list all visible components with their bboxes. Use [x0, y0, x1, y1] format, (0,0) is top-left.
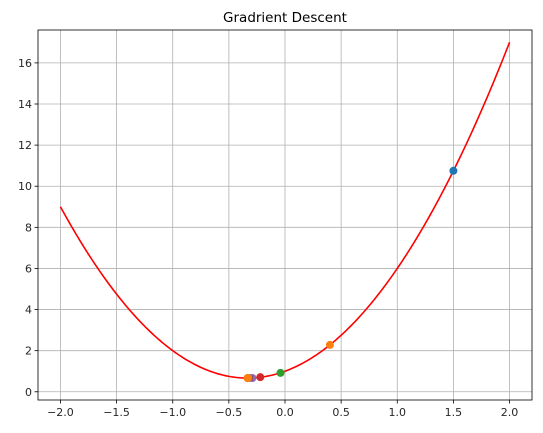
- descent-point: [256, 373, 265, 382]
- x-tick-label: 0.0: [276, 406, 294, 419]
- axes: −2.0 −1.5 −1.0 −0.5 0.0 0.5 1.0 1.5 2.0 0 2 4 6 8 10 12…: [18, 29, 533, 419]
- y-tick-label: 2: [25, 345, 32, 358]
- points-layer: [243, 166, 458, 383]
- x-tick-label: 1.5: [445, 406, 463, 419]
- chart-title: Gradrient Descent: [223, 10, 347, 26]
- y-tick-label: 6: [25, 262, 32, 275]
- y-tick-label: 10: [18, 180, 32, 193]
- x-tick-label: −0.5: [216, 406, 243, 419]
- descent-point: [276, 368, 285, 377]
- descent-point: [243, 374, 252, 383]
- y-tick-label: 16: [18, 57, 32, 70]
- descent-point: [449, 166, 458, 175]
- x-tick-label: −1.5: [103, 406, 130, 419]
- function-curve: [59, 42, 511, 379]
- y-tick-label: 14: [18, 98, 32, 111]
- y-tick-label: 0: [25, 386, 32, 399]
- y-tick-label: 12: [18, 139, 32, 152]
- x-tick-label: 2.0: [501, 406, 519, 419]
- y-tick-label: 4: [25, 304, 32, 317]
- x-tick-label: −2.0: [47, 406, 74, 419]
- y-tick-label: 8: [25, 221, 32, 234]
- x-tick-label: −1.0: [159, 406, 186, 419]
- curve-layer: [59, 42, 511, 379]
- x-tick-label: 0.5: [332, 406, 350, 419]
- x-tick-label: 1.0: [389, 406, 407, 419]
- grid: [38, 30, 532, 400]
- descent-point: [325, 340, 334, 349]
